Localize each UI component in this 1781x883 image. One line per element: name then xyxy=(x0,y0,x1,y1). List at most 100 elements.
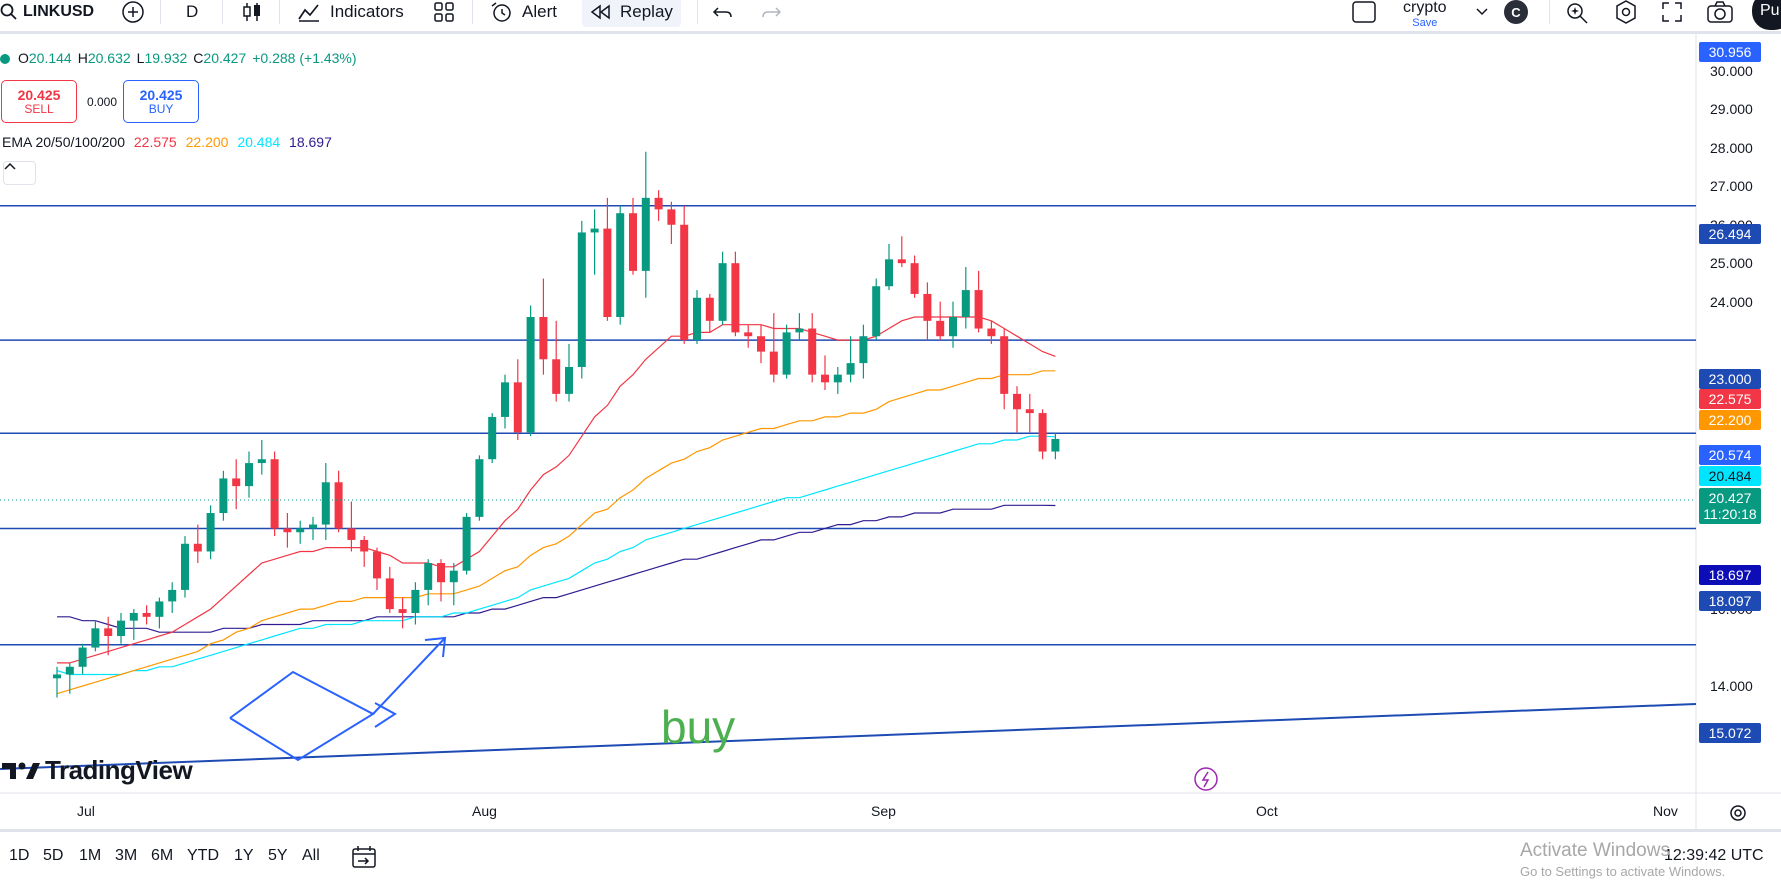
range-1m[interactable]: 1M xyxy=(79,847,102,864)
symbol-search[interactable]: LINKUSD xyxy=(0,0,94,24)
time-tick: Sep xyxy=(871,803,896,819)
replay-button[interactable]: Replay xyxy=(582,0,681,27)
date-range-button[interactable] xyxy=(352,846,376,873)
alert-button[interactable]: Alert xyxy=(490,0,557,24)
candle-body xyxy=(155,601,164,617)
chart-pane[interactable]: O20.144 H20.632 L19.932 C20.427 +0.288 (+1.4… xyxy=(0,34,1781,829)
candle xyxy=(795,313,804,341)
range-ytd[interactable]: YTD xyxy=(187,847,219,864)
compare-button[interactable] xyxy=(121,0,145,24)
candles-icon xyxy=(243,3,260,21)
indicators-button[interactable]: Indicators xyxy=(297,0,404,24)
layouts-button[interactable] xyxy=(433,0,455,24)
candle-body xyxy=(833,374,842,383)
toolbar-divider xyxy=(279,0,280,24)
price-tick: 24.000 xyxy=(1710,293,1753,310)
camera-icon xyxy=(1707,1,1733,23)
layout-name-button[interactable]: crypto Save xyxy=(1403,0,1447,29)
candle-body xyxy=(731,263,740,333)
candle-body xyxy=(859,336,868,364)
candle-body xyxy=(129,612,138,621)
candle-body xyxy=(206,513,215,552)
candle xyxy=(309,516,317,540)
candle xyxy=(373,547,381,590)
candle xyxy=(1000,328,1009,410)
tradingview-logo[interactable]: TradingView xyxy=(2,755,193,786)
candle xyxy=(488,413,497,464)
rising-trendline xyxy=(0,703,1697,770)
candle xyxy=(270,451,279,537)
utc-clock[interactable]: 12:39:42 UTC xyxy=(1664,847,1764,864)
profile-button[interactable]: C xyxy=(1504,0,1528,24)
snapshot-button[interactable] xyxy=(1707,0,1733,24)
chevron-up-icon xyxy=(4,162,16,170)
axis-settings-button[interactable] xyxy=(1729,804,1747,827)
layout-save-status: Save xyxy=(1412,17,1438,29)
layout-toggle-button[interactable] xyxy=(1352,0,1376,24)
range-6m[interactable]: 6M xyxy=(151,847,174,864)
settings-button[interactable] xyxy=(1614,0,1638,24)
price-chart[interactable] xyxy=(0,34,1781,829)
candle xyxy=(65,662,74,694)
candle-body xyxy=(795,328,804,333)
candle-body xyxy=(667,209,676,225)
candle xyxy=(168,582,177,613)
candle-body xyxy=(590,228,599,233)
bar-countdown: 11:20:18 xyxy=(1703,506,1757,522)
high-value: 20.632 xyxy=(87,50,131,66)
open-value: 20.144 xyxy=(28,50,72,66)
range-1y[interactable]: 1Y xyxy=(234,847,254,864)
change-value: +0.288 (+1.43%) xyxy=(252,50,357,66)
interval-button[interactable]: D xyxy=(186,0,198,24)
candle-body xyxy=(872,286,881,337)
quick-search-button[interactable] xyxy=(1565,0,1589,24)
grid-icon xyxy=(434,2,454,22)
collapse-legend-button[interactable] xyxy=(3,161,36,185)
candle-body xyxy=(1013,393,1021,410)
windows-activation-watermark: Activate Windows Go to Settings to activ… xyxy=(1520,840,1725,879)
buy-button[interactable]: 20.425 BUY xyxy=(123,80,200,123)
range-5y[interactable]: 5Y xyxy=(268,847,288,864)
candle xyxy=(283,513,292,548)
price-label-top: 30.956 xyxy=(1699,42,1761,62)
toolbar-divider xyxy=(160,0,161,24)
candle xyxy=(411,582,420,625)
undo-button[interactable] xyxy=(712,0,734,24)
interval-label: D xyxy=(186,2,199,21)
candle xyxy=(833,366,842,394)
candle-body xyxy=(488,416,497,460)
search-icon xyxy=(0,3,17,20)
candle xyxy=(117,612,125,644)
range-3m[interactable]: 3M xyxy=(115,847,138,864)
publish-button[interactable]: Pu xyxy=(1752,0,1781,30)
candle-body xyxy=(91,628,100,648)
indicators-label: Indicators xyxy=(330,2,404,21)
watermark-subtitle: Go to Settings to activate Windows. xyxy=(1520,864,1726,879)
range-1d[interactable]: 1D xyxy=(9,847,30,864)
candle xyxy=(104,616,113,656)
candle xyxy=(872,278,881,341)
ema-legend[interactable]: EMA 20/50/100/200 22.575 22.200 20.484 1… xyxy=(2,134,332,150)
publish-label: Pu xyxy=(1760,2,1780,19)
candle-body xyxy=(501,382,509,417)
redo-button[interactable] xyxy=(760,0,782,24)
candle xyxy=(321,463,330,540)
candle-body xyxy=(680,224,689,341)
chart-type-button[interactable] xyxy=(241,0,263,24)
avatar: C xyxy=(1504,0,1528,24)
logo-text: TradingView xyxy=(45,755,193,785)
sell-button[interactable]: 20.425 SELL xyxy=(1,80,77,123)
layout-menu-button[interactable] xyxy=(1476,0,1488,24)
price-label-ema20: 22.575 xyxy=(1699,389,1761,409)
range-5d[interactable]: 5D xyxy=(43,847,64,864)
range-all[interactable]: All xyxy=(302,847,320,864)
candle xyxy=(961,267,970,329)
fullscreen-button[interactable] xyxy=(1661,0,1683,24)
candle-body xyxy=(603,228,612,317)
candle-body xyxy=(565,366,573,394)
candle-body xyxy=(897,259,906,264)
buy-annotation-text[interactable]: buy xyxy=(661,701,736,753)
candle-body xyxy=(193,543,202,552)
ema50-line xyxy=(56,370,1056,695)
candle xyxy=(334,470,343,533)
